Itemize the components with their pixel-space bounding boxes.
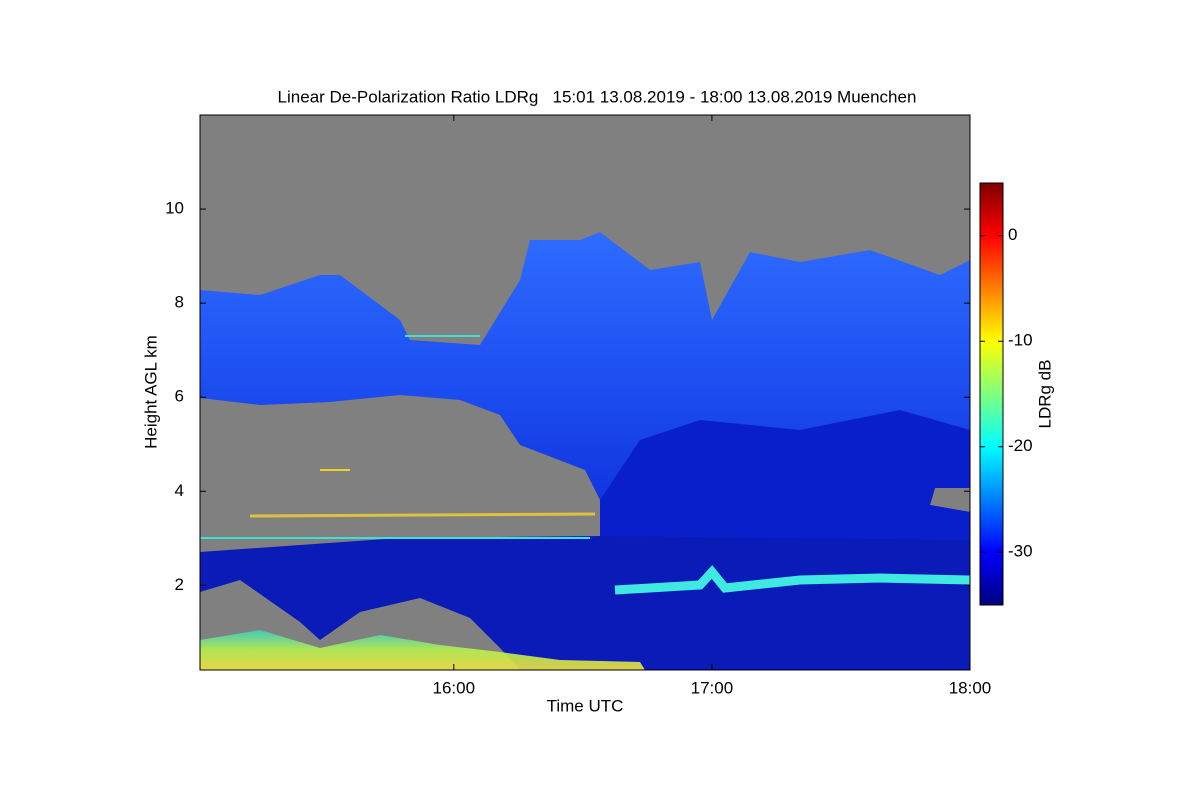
x-axis-label: Time UTC <box>547 696 624 715</box>
streak <box>249 512 596 518</box>
y-tick-label: 10 <box>165 199 184 218</box>
y-tick-label: 4 <box>175 481 184 500</box>
surface-layer <box>200 630 645 670</box>
heatmap <box>200 115 970 670</box>
plot-frame <box>199 114 971 671</box>
colorbar-tick-label: -20 <box>1008 436 1033 455</box>
x-tick-label: 16:00 <box>433 678 476 697</box>
colorbar-tick-label: 0 <box>1008 225 1017 244</box>
x-tick-label: 17:00 <box>691 678 734 697</box>
y-tick-label: 6 <box>175 387 184 406</box>
colorbar-label: LDRg dB <box>1035 360 1054 429</box>
cloud-core <box>600 410 970 545</box>
x-tick-label: 18:00 <box>949 678 992 697</box>
chart-title: Linear De-Polarization Ratio LDRg 15:01 … <box>278 87 917 106</box>
colorbar-tick-label: -10 <box>1008 331 1033 350</box>
colorbar-tick-label: -30 <box>1008 542 1033 561</box>
y-tick-label: 2 <box>175 575 184 594</box>
colorbar <box>979 182 1004 606</box>
y-tick-label: 8 <box>175 293 184 312</box>
layer-band <box>614 565 970 595</box>
y-axis-label: Height AGL km <box>141 335 160 449</box>
